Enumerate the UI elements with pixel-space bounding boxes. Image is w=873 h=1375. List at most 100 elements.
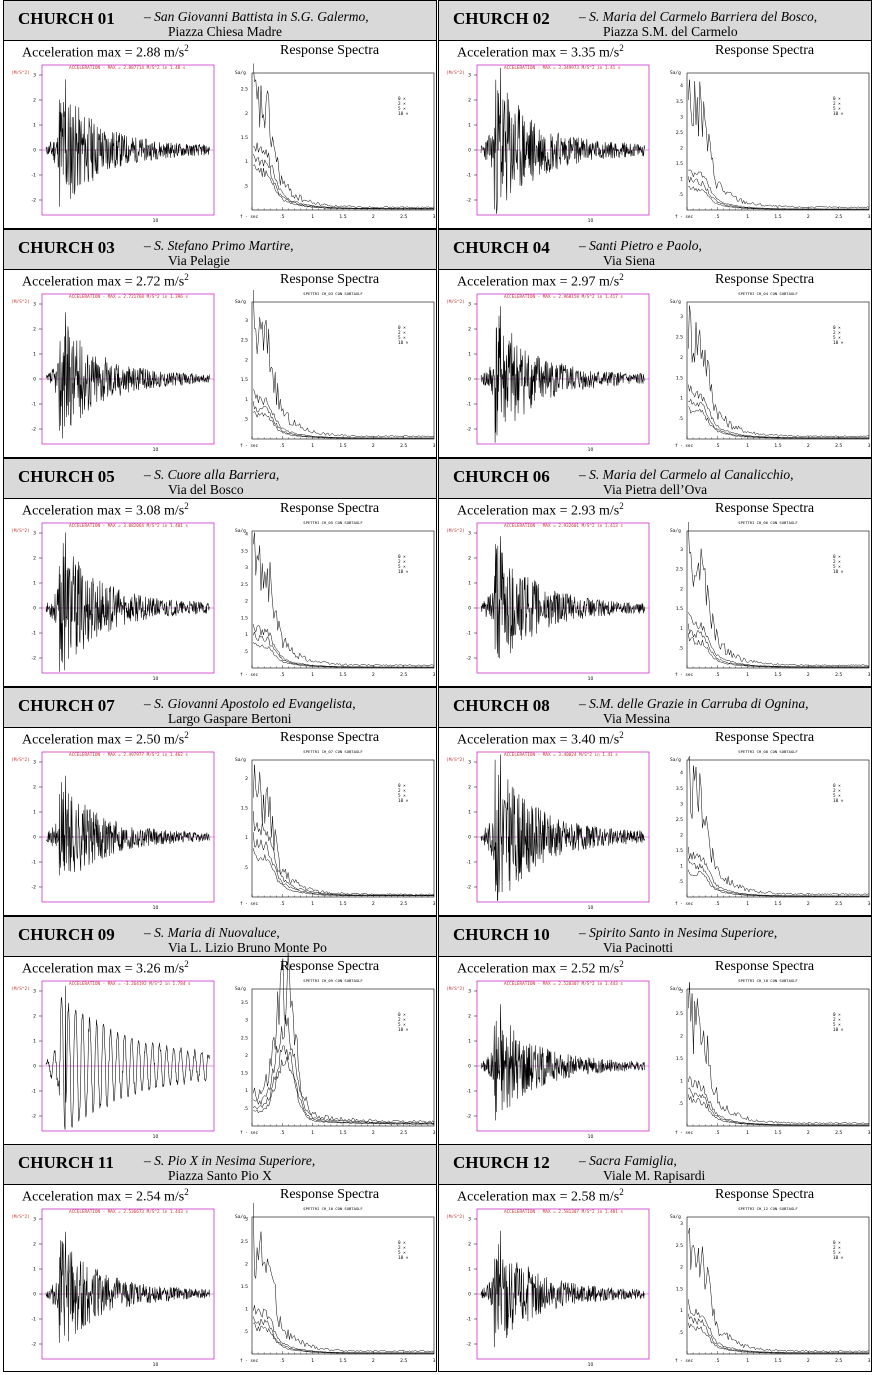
spectra-frame <box>251 530 435 669</box>
accel-y-tick-label: 3 <box>33 531 36 537</box>
spectra-y-tick-label: 2.5 <box>241 87 248 93</box>
spectra-y-tick-label: 1 <box>245 1307 248 1313</box>
spectra-y-tick-label: 2.5 <box>676 567 683 573</box>
spectra-x-tick-label: 1.5 <box>774 672 781 678</box>
spectra-y-tick-label: 4 <box>245 532 248 538</box>
spectra-x-tick-label: 2.5 <box>400 214 407 220</box>
accel-frame <box>476 751 650 903</box>
spectra-y-label: Sa/g <box>670 299 681 305</box>
spectra-x-tick-label: 1.5 <box>339 443 346 449</box>
accel-y-tick-label: -2 <box>467 656 472 662</box>
spectra-y-tick-label: 2 <box>245 599 248 605</box>
acceleration-max-label: Acceleration max = 3.08 m/s2 <box>22 501 189 519</box>
spectra-y-tick-label: 1 <box>680 176 683 182</box>
spectra-x-tick-label: 2 <box>372 672 375 678</box>
accel-y-label: (M/S^2) <box>11 70 30 76</box>
spectra-y-tick-label: 1 <box>680 863 683 869</box>
accel-y-label: (M/S^2) <box>11 986 30 992</box>
accel-y-tick-label: 0 <box>33 1064 36 1070</box>
acceleration-max-label: Acceleration max = 2.52 m/s2 <box>457 959 624 977</box>
accel-frame <box>41 64 215 216</box>
spectra-x-tick-label: 2.5 <box>835 1130 842 1136</box>
spectra-curve <box>253 410 434 439</box>
spectra-x-tick-label: .5 <box>280 443 284 449</box>
accel-y-tick-label: -1 <box>32 173 37 179</box>
accel-y-tick-label: -1 <box>32 1089 37 1095</box>
accel-y-label: (M/S^2) <box>446 528 465 534</box>
spectra-x-tick-label: 2.5 <box>400 443 407 449</box>
accel-plot-title: ACCELERATION - MAX = 2.932601 M/S^2 in 1… <box>504 523 623 529</box>
spectra-legend-entry: 10 × <box>398 569 409 575</box>
spectra-y-tick-label: 3 <box>680 114 683 120</box>
accel-y-tick-label: -2 <box>467 885 472 891</box>
acceleration-chart: ACCELERATION - MAX = 3.082064 M/S^2 in 1… <box>11 522 215 682</box>
spectra-y-label: Sa/g <box>235 1214 246 1220</box>
spectra-curve <box>252 153 435 210</box>
accel-y-tick-label: 3 <box>468 1217 471 1223</box>
spectra-x-tick-label: 2 <box>807 901 810 907</box>
accel-y-tick-label: 0 <box>33 148 36 154</box>
spectra-y-tick-label: 3 <box>680 801 683 807</box>
response-spectra-chart: SPETTRI CH_05 CON SUBTAGLFSa/g.511.522.5… <box>235 520 436 678</box>
spectra-legend-entry: 5 × <box>833 335 841 341</box>
spectra-curve <box>252 1202 435 1353</box>
spectra-y-tick-label: 2.5 <box>676 130 683 136</box>
spectra-x-label: f - sec <box>240 672 259 678</box>
accel-y-tick-label: 3 <box>33 760 36 766</box>
accel-y-tick-label: 1 <box>468 810 471 816</box>
spectra-legend-entry: 0 × <box>398 554 406 560</box>
church-id: CHURCH 05 <box>18 467 115 486</box>
spectra-y-label: Sa/g <box>235 70 246 76</box>
accel-y-label: (M/S^2) <box>11 528 30 534</box>
accel-y-tick-label: -2 <box>32 198 37 204</box>
accel-y-tick-label: -1 <box>467 1089 472 1095</box>
spectra-frame <box>686 759 870 898</box>
accel-y-tick-label: 2 <box>468 785 471 791</box>
spectra-legend-entry: 2 × <box>833 101 841 107</box>
spectra-curve <box>687 1094 869 1126</box>
spectra-subtitle: SPETTRI CH_10 CON SUBTAGLF <box>303 1206 363 1211</box>
spectra-y-label: Sa/g <box>235 299 246 305</box>
spectra-x-tick-label: 2 <box>807 672 810 678</box>
spectra-curve <box>252 289 435 438</box>
spectra-y-tick-label: 2.5 <box>241 1239 248 1245</box>
church-id: CHURCH 11 <box>18 1153 114 1172</box>
spectra-x-tick-label: 1.5 <box>774 901 781 907</box>
spectra-y-tick-label: 1 <box>245 159 248 165</box>
spectra-frame <box>686 988 870 1127</box>
response-spectra-title: Response Spectra <box>715 272 815 287</box>
church-id: CHURCH 09 <box>18 925 115 944</box>
spectra-frame <box>251 1216 435 1355</box>
church-address: Piazza Chiesa Madre <box>168 24 282 39</box>
spectra-legend-entry: 10 × <box>398 1027 409 1033</box>
spectra-curve <box>252 401 434 439</box>
accel-y-tick-label: 3 <box>468 531 471 537</box>
accel-y-tick-label: 3 <box>33 1217 36 1223</box>
spectra-subtitle: SPETTRI CH_05 CON SUBTAGLF <box>303 520 363 525</box>
accel-y-tick-label: 1 <box>468 581 471 587</box>
spectra-y-tick-label: 2.5 <box>241 582 248 588</box>
accel-y-tick-label: -2 <box>32 656 37 662</box>
spectra-curve <box>687 756 870 896</box>
accel-y-tick-label: -1 <box>467 1317 472 1323</box>
accel-trace <box>480 1230 645 1348</box>
spectra-y-tick-label: 3 <box>680 314 683 320</box>
church-panel: CHURCH 12 – Sacra Famiglia, Viale M. Rap… <box>438 1144 872 1372</box>
spectra-x-tick-label: 2 <box>372 443 375 449</box>
accel-trace <box>480 754 645 901</box>
spectra-y-label: Sa/g <box>670 528 681 534</box>
response-spectra-title: Response Spectra <box>280 730 380 745</box>
spectra-curve <box>687 79 870 209</box>
acceleration-chart: ACCELERATION - MAX = 2.520307 M/S^2 in 1… <box>446 980 650 1140</box>
spectra-y-tick-label: 1.5 <box>241 1071 248 1077</box>
spectra-legend-entry: 5 × <box>833 1022 841 1028</box>
spectra-x-tick-label: .5 <box>715 443 719 449</box>
spectra-x-tick-label: 1.5 <box>339 1358 346 1364</box>
accel-trace <box>480 306 645 443</box>
spectra-y-tick-label: 3 <box>680 547 683 553</box>
spectra-x-tick-label: 2 <box>372 1358 375 1364</box>
acceleration-max-label: Acceleration max = 2.50 m/s2 <box>22 730 189 748</box>
spectra-x-tick-label: 1 <box>311 1130 314 1136</box>
spectra-x-tick-label: 2 <box>372 1130 375 1136</box>
